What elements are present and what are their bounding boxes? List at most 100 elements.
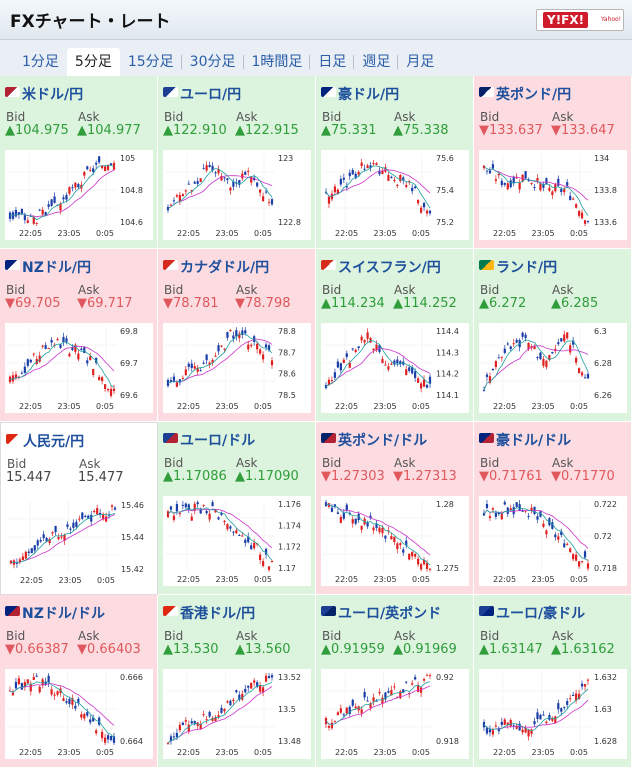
mini-candlestick-chart[interactable]: 114.4 114.3 114.2 114.1 22:05 23:05 0:05 <box>321 323 469 413</box>
pair-name-link[interactable]: ユーロ/ドル <box>180 433 256 449</box>
candle-body <box>512 507 515 515</box>
candle-body <box>497 357 500 359</box>
pair-name-link[interactable]: NZドル/円 <box>22 260 91 276</box>
x-tick-label: 23:05 <box>216 575 239 584</box>
mini-candlestick-chart[interactable]: 105 104.8 104.6 22:05 23:05 0:05 <box>5 150 153 240</box>
pair-name-link[interactable]: カナダドル/円 <box>180 260 270 276</box>
mini-candlestick-chart[interactable]: 75.6 75.4 75.2 22:05 23:05 0:05 <box>321 150 469 240</box>
mini-candlestick-chart[interactable]: 0.92 0.918 22:05 23:05 0:05 <box>321 669 469 759</box>
mini-candlestick-chart[interactable]: 0.666 0.664 22:05 23:05 0:05 <box>5 669 153 759</box>
candle-body <box>95 730 98 734</box>
candle-body <box>402 177 405 181</box>
tab-7[interactable]: 月足 <box>406 54 435 70</box>
mini-candlestick-chart[interactable]: 1.176 1.174 1.172 1.17 22:05 23:05 0:05 <box>163 496 311 586</box>
mini-candlestick-chart[interactable]: 69.8 69.7 69.6 22:05 23:05 0:05 <box>5 323 153 413</box>
candle-body <box>330 722 334 729</box>
pair-name-link[interactable]: 豪ドル/円 <box>338 87 400 103</box>
pair-name-link[interactable]: 香港ドル/円 <box>180 606 256 622</box>
candle-body <box>50 199 53 206</box>
candle-body <box>190 721 193 724</box>
candle-body <box>497 173 500 176</box>
mini-candlestick-chart[interactable]: 134 133.8 133.6 22:05 23:05 0:05 <box>479 150 627 240</box>
yahoo-fx-logo[interactable]: Y!FX! Yahoo! <box>536 9 624 31</box>
candle-body <box>247 344 250 350</box>
candle-body <box>569 548 572 553</box>
candle-body <box>106 735 110 740</box>
y-tick-label: 1.176 <box>278 500 301 509</box>
mini-candlestick-chart[interactable]: 78.8 78.7 78.6 78.5 22:05 23:05 0:05 <box>163 323 311 413</box>
candle-body <box>422 379 426 387</box>
pair-name-link[interactable]: 英ポンド/ドル <box>338 433 428 449</box>
tab-3[interactable]: 30分足 <box>182 48 244 76</box>
candle-body <box>220 513 223 515</box>
pair-name-link[interactable]: ユーロ/円 <box>180 87 242 103</box>
candle-body <box>41 679 44 686</box>
pair-card: NZドル/円 Bid Ask ▼69.705 ▼69.717 69.8 69.7 69.6 22… <box>0 249 158 422</box>
mini-candlestick-chart[interactable]: 6.3 6.28 6.26 22:05 23:05 0:05 <box>479 323 627 413</box>
candle-body <box>181 722 184 726</box>
pair-name-link[interactable]: ランド/円 <box>496 260 558 276</box>
candle-body <box>178 195 181 202</box>
mini-candlestick-chart[interactable]: 13.52 13.5 13.48 22:05 23:05 0:05 <box>163 669 311 759</box>
candle-body <box>181 504 184 506</box>
tab-1[interactable]: 5分足 <box>66 48 120 76</box>
candle-body <box>238 180 241 185</box>
candle-body <box>494 361 497 368</box>
candle-body <box>264 548 268 555</box>
candle-body <box>104 516 108 522</box>
candle-body <box>530 182 533 184</box>
tab-4[interactable]: 1時間足 <box>244 48 311 76</box>
candle-body <box>557 703 560 710</box>
candle-body <box>503 348 506 353</box>
candle-body <box>518 182 521 190</box>
candle-body <box>512 725 515 727</box>
x-tick-label: 0:05 <box>570 402 588 411</box>
pair-card: ユーロ/豪ドル Bid Ask ▲1.63147 ▲1.63162 1.632 1.63 1.… <box>474 595 632 768</box>
tab-5[interactable]: 日足 <box>310 48 355 76</box>
tab-0[interactable]: 1分足 <box>22 54 59 70</box>
candle-body <box>74 182 77 188</box>
tab-2[interactable]: 15分足 <box>120 48 182 76</box>
candle-body <box>270 675 274 678</box>
candle-body <box>414 676 417 680</box>
ask-label: Ask <box>236 629 258 643</box>
candle-body <box>270 199 274 205</box>
pair-name-link[interactable]: NZドル/ドル <box>22 606 105 622</box>
candle-body <box>536 357 539 359</box>
bid-value: ▼0.71761 <box>479 469 543 484</box>
candle-body <box>360 525 363 530</box>
mini-candlestick-chart[interactable]: 15.46 15.44 15.42 22:05 23:05 0:05 <box>6 497 154 587</box>
candle-body <box>551 718 554 721</box>
candle-body <box>333 186 337 193</box>
mini-candlestick-chart[interactable]: 1.28 1.275 22:05 23:05 0:05 <box>321 496 469 586</box>
ask-label: Ask <box>236 283 258 297</box>
mini-candlestick-chart[interactable]: 0.722 0.72 0.718 22:05 23:05 0:05 <box>479 496 627 586</box>
candle-body <box>103 737 107 743</box>
pair-name-link[interactable]: 米ドル/円 <box>22 87 84 103</box>
pair-name-link[interactable]: ユーロ/英ポンド <box>338 606 442 622</box>
candle-body <box>98 377 101 381</box>
candle-body <box>583 220 587 224</box>
tab-6[interactable]: 週足 <box>354 48 399 76</box>
candle-body <box>533 721 536 725</box>
ask-label: Ask <box>552 283 574 297</box>
pair-name-link[interactable]: 英ポンド/円 <box>496 87 572 103</box>
candle-body <box>214 172 217 174</box>
pair-name-link[interactable]: ユーロ/豪ドル <box>496 606 586 622</box>
candle-body <box>14 374 18 378</box>
candle-body <box>109 163 113 166</box>
candle-body <box>387 691 390 693</box>
candle-body <box>175 504 179 512</box>
candle-body <box>348 172 351 177</box>
pair-name-link[interactable]: スイスフラン/円 <box>338 260 441 276</box>
y-tick-label: 105 <box>120 154 135 163</box>
candle-body <box>575 554 578 561</box>
pair-name-link[interactable]: 人民元/円 <box>23 434 85 450</box>
x-tick-label: 22:05 <box>19 402 42 411</box>
mini-candlestick-chart[interactable]: 1.632 1.63 1.628 22:05 23:05 0:05 <box>479 669 627 759</box>
candle-body <box>190 190 193 192</box>
candle-body <box>32 676 35 681</box>
pair-name-link[interactable]: 豪ドル/ドル <box>496 433 572 449</box>
mini-candlestick-chart[interactable]: 123 122.8 22:05 23:05 0:05 <box>163 150 311 240</box>
candle-body <box>178 724 181 731</box>
